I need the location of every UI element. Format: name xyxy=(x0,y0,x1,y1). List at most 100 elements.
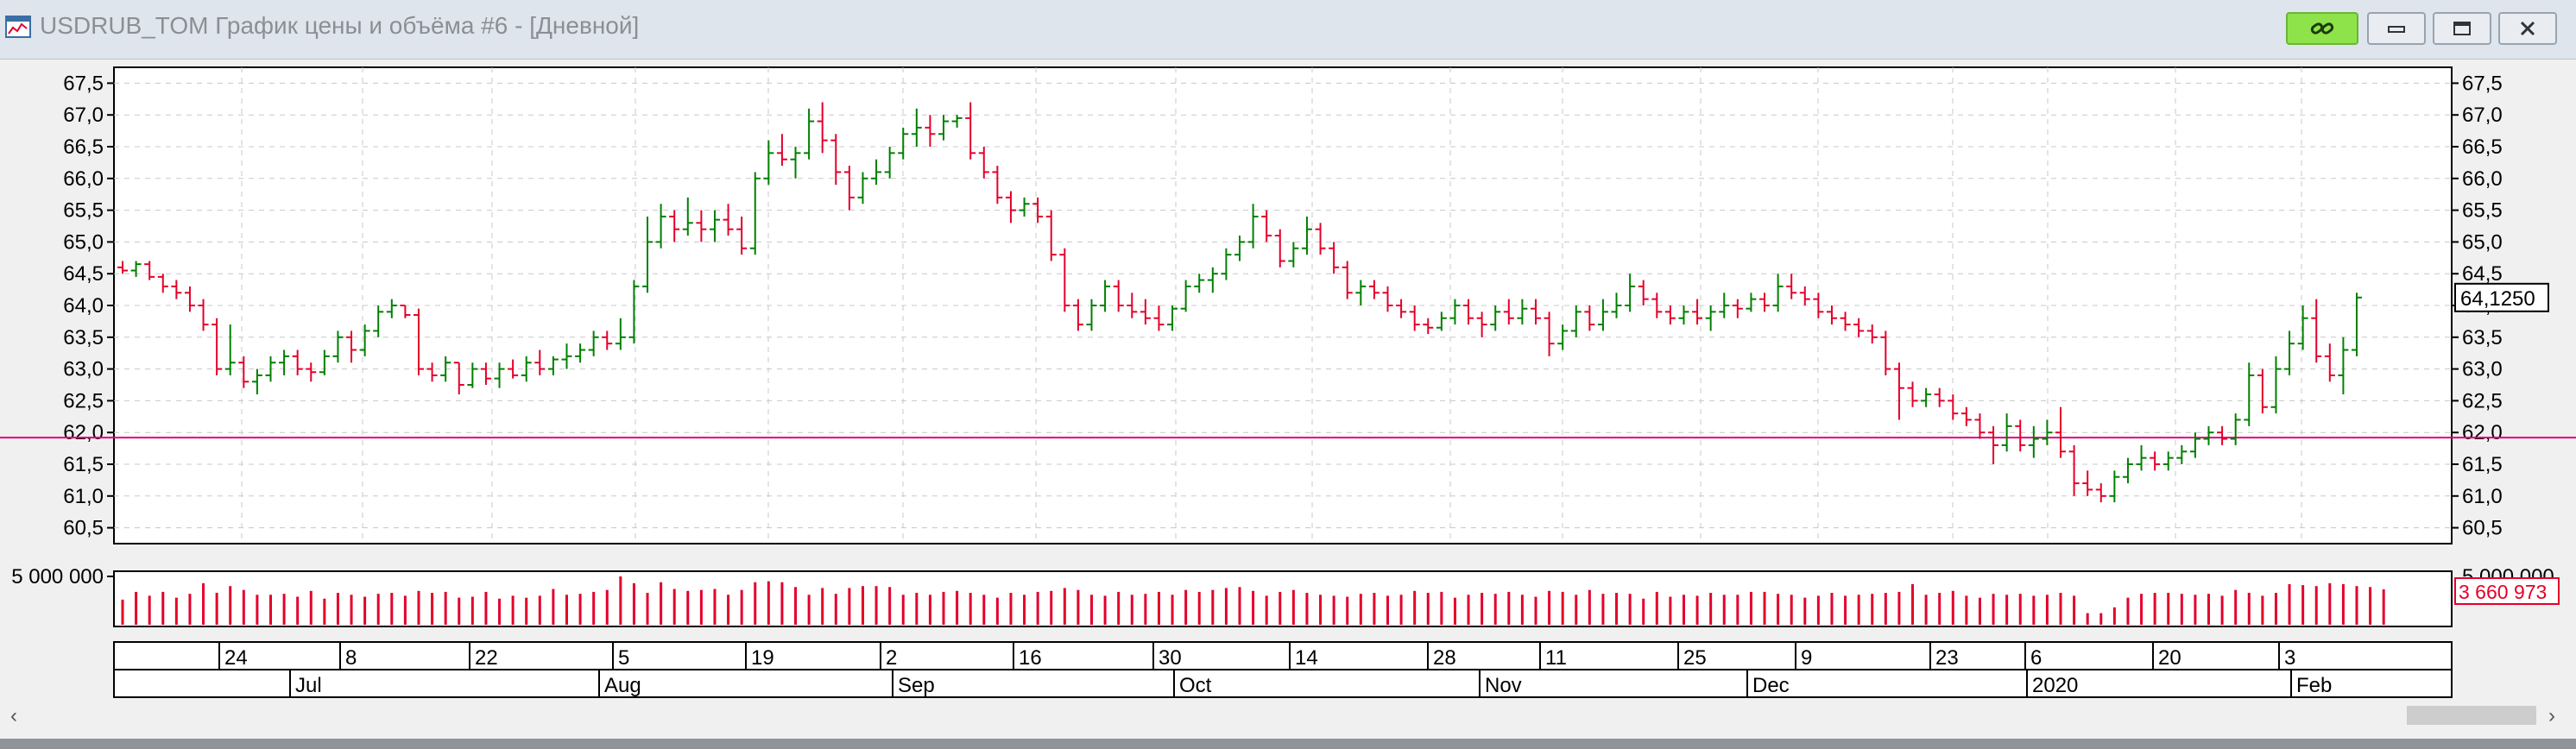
ohlc-bar xyxy=(1476,312,1487,337)
ohlc-bar xyxy=(1719,293,1730,318)
last-volume-label: 3 660 973 xyxy=(2459,581,2547,603)
link-button[interactable] xyxy=(2286,12,2358,45)
ohlc-bar xyxy=(346,330,357,363)
ohlc-bar xyxy=(1463,299,1474,325)
ohlc-bar xyxy=(2284,330,2295,375)
day-label: 20 xyxy=(2158,646,2181,670)
ohlc-bar xyxy=(1948,394,1959,420)
ohlc-bar xyxy=(2136,444,2147,471)
ohlc-bar xyxy=(2082,470,2093,496)
y-tick-label-right: 61,0 xyxy=(2462,485,2503,508)
y-tick-label-left: 61,5 xyxy=(63,453,104,476)
y-tick-label-right: 65,5 xyxy=(2462,199,2503,223)
ohlc-bar xyxy=(898,127,909,160)
close-button[interactable] xyxy=(2498,12,2557,45)
ohlc-bar xyxy=(1194,274,1205,293)
ohlc-bar xyxy=(2217,425,2228,445)
ohlc-bar xyxy=(130,261,142,277)
ohlc-bar xyxy=(1045,210,1057,261)
ohlc-bar xyxy=(2176,444,2188,464)
minimize-icon xyxy=(2388,26,2405,33)
ohlc-bar xyxy=(400,305,411,318)
title-bar[interactable]: USDRUB_TOM График цены и объёма #6 - [Дн… xyxy=(0,0,2576,60)
ohlc-bar xyxy=(184,286,195,312)
ohlc-bar xyxy=(1799,286,1810,305)
scroll-left-icon[interactable]: ‹ xyxy=(10,704,17,727)
ohlc-bar xyxy=(1611,293,1622,318)
ohlc-bar xyxy=(817,102,828,154)
y-tick-label-right: 63,0 xyxy=(2462,358,2503,381)
month-label: Nov xyxy=(1485,674,1522,697)
y-tick-label-left: 67,5 xyxy=(63,72,104,95)
ohlc-bar xyxy=(696,210,707,242)
ohlc-bar xyxy=(1396,299,1407,318)
ohlc-bar xyxy=(1866,324,1878,344)
ohlc-bar xyxy=(117,261,128,274)
ohlc-bar xyxy=(2257,368,2268,414)
minimize-button[interactable] xyxy=(2367,12,2426,45)
ohlc-bar xyxy=(749,172,761,255)
ohlc-bar xyxy=(655,204,666,249)
day-label: 24 xyxy=(224,646,248,670)
y-tick-label-left: 62,5 xyxy=(63,389,104,412)
ohlc-bar xyxy=(359,324,370,356)
ohlc-bar xyxy=(1274,229,1285,268)
ohlc-bar xyxy=(1423,318,1434,335)
ohlc-bar xyxy=(911,108,922,147)
ohlc-bar xyxy=(588,330,599,356)
y-tick-label-left: 63,5 xyxy=(63,326,104,349)
ohlc-bar xyxy=(198,299,209,331)
ohlc-bar xyxy=(1557,324,1569,350)
ohlc-bar xyxy=(682,197,693,236)
ohlc-bar xyxy=(2338,337,2349,395)
status-bar xyxy=(0,739,2576,749)
month-label: Aug xyxy=(604,674,641,697)
ohlc-bar xyxy=(238,356,249,388)
month-label: 2020 xyxy=(2032,674,2078,697)
ohlc-bar xyxy=(1732,299,1743,318)
ohlc-bar xyxy=(2015,419,2026,452)
ohlc-bar xyxy=(1853,318,1865,337)
month-label: Sep xyxy=(898,674,935,697)
last-price-label: 64,1250 xyxy=(2460,287,2535,311)
y-tick-label-left: 64,5 xyxy=(63,262,104,286)
ohlc-bar xyxy=(494,362,505,388)
ohlc-bar xyxy=(1113,280,1124,312)
last-price-box xyxy=(2454,282,2549,312)
ohlc-bar xyxy=(426,362,438,382)
ohlc-bar xyxy=(467,362,478,388)
maximize-button[interactable] xyxy=(2433,12,2491,45)
day-label: 30 xyxy=(1159,646,1182,670)
ohlc-bar xyxy=(925,115,936,147)
y-tick-label-right: 66,5 xyxy=(2462,135,2503,159)
day-label: 19 xyxy=(751,646,774,670)
price-volume-chart[interactable]: 67,5 67,5 67,0 67,0 66,5 66,5 66,0 66,0 65,5 65,5… xyxy=(0,59,2576,701)
ohlc-bar xyxy=(884,147,895,179)
ohlc-bar xyxy=(2068,444,2080,496)
scrollbar-thumb[interactable] xyxy=(2407,706,2536,725)
month-label: Oct xyxy=(1179,674,1212,697)
ohlc-bar xyxy=(1490,305,1501,331)
ohlc-bar xyxy=(763,140,774,186)
horizontal-scrollbar[interactable]: ‹ › xyxy=(0,701,2576,730)
ohlc-bar xyxy=(440,356,451,382)
scroll-right-icon[interactable]: › xyxy=(2548,704,2555,727)
ohlc-bar xyxy=(2203,425,2214,445)
ohlc-bar xyxy=(547,356,559,375)
day-label: 2 xyxy=(886,646,897,670)
ohlc-bar xyxy=(615,318,626,350)
ohlc-bar xyxy=(319,349,330,375)
ohlc-bar xyxy=(1180,280,1191,312)
day-label: 6 xyxy=(2030,646,2042,670)
ohlc-bar xyxy=(871,159,882,186)
ohlc-bar xyxy=(1786,274,1797,299)
ohlc-bar xyxy=(978,147,989,179)
ohlc-bar xyxy=(1651,293,1663,318)
maximize-icon xyxy=(2453,22,2471,35)
ohlc-bar xyxy=(709,210,720,242)
ohlc-bar xyxy=(561,343,572,369)
day-label: 11 xyxy=(1545,646,1567,670)
ohlc-bar xyxy=(1261,210,1272,242)
ohlc-bar xyxy=(1019,197,1030,217)
ohlc-bar xyxy=(830,134,842,186)
